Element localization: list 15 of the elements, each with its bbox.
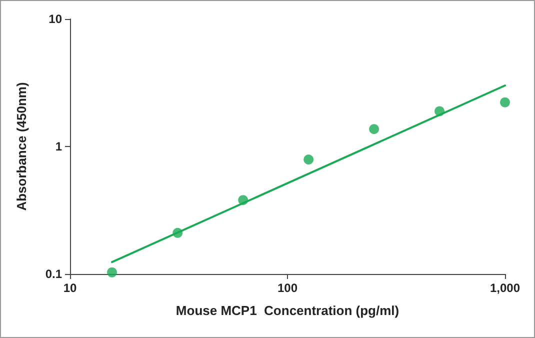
point — [304, 154, 314, 165]
point — [107, 267, 118, 278]
y-tick-label: 1 — [55, 140, 62, 154]
point — [500, 97, 510, 108]
x-axis-title: Mouse MCP1 Concentration (pg/ml) — [176, 303, 400, 318]
point — [434, 106, 445, 116]
y-axis-title: Absorbance (450nm) — [14, 82, 29, 211]
x-tick-label: 10 — [63, 281, 77, 295]
y-tick-label: 10 — [48, 12, 62, 26]
y-tick-label: 0.1 — [45, 267, 62, 281]
point — [238, 195, 248, 206]
x-tick-label: 100 — [277, 281, 298, 295]
point — [369, 124, 380, 134]
point — [172, 228, 183, 238]
x-tick-label: 1,000 — [490, 281, 520, 295]
